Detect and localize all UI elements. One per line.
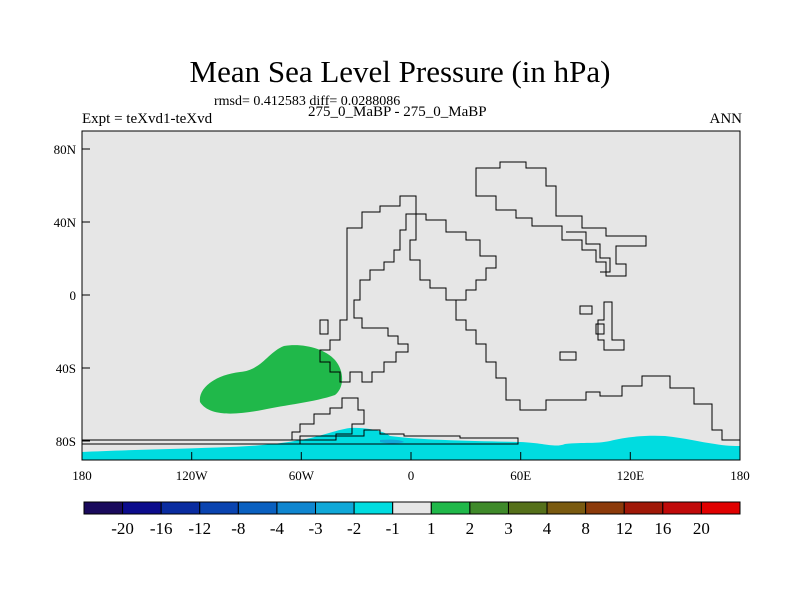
americas-outline — [319, 195, 417, 383]
map-background — [82, 131, 740, 460]
colorbar-level-label: 12 — [616, 519, 633, 538]
colorbar — [83, 501, 741, 515]
africa-west-outline — [409, 214, 456, 301]
x-tick-label: 180 — [72, 468, 92, 483]
colorbar-level-label: 20 — [693, 519, 710, 538]
colorbar-swatch — [353, 501, 394, 515]
colorbar-swatch — [199, 501, 239, 515]
maritime-islands-outline — [559, 301, 625, 361]
colorbar-level-label: -16 — [150, 519, 173, 538]
page-title: Mean Sea Level Pressure (in hPa) — [189, 54, 611, 89]
colorbar-level-label: -2 — [347, 519, 361, 538]
south-america-lower-outline — [291, 397, 365, 441]
colorbar-swatch — [160, 501, 201, 515]
x-tick-label: 0 — [408, 468, 415, 483]
stats-label: rmsd= 0.412583 diff= 0.0288086 — [214, 94, 401, 109]
colorbar-swatch — [662, 501, 702, 515]
colorbar-level-label: 2 — [466, 519, 475, 538]
colorbar-level-label: -20 — [111, 519, 134, 538]
central-america-outline — [319, 319, 329, 335]
africa-outline — [416, 213, 740, 441]
colorbar-level-label: 4 — [543, 519, 552, 538]
colorbar-swatch — [430, 501, 471, 515]
x-tick-label: 120E — [617, 468, 645, 483]
x-tick-label: 60E — [510, 468, 531, 483]
colorbar-swatch — [276, 501, 317, 515]
colorbar-level-label: -12 — [188, 519, 211, 538]
negative-anomaly-core — [380, 439, 404, 444]
colorbar-swatch — [469, 501, 509, 515]
x-tick-label: 180 — [730, 468, 750, 483]
eurasia-africa-outline — [475, 161, 647, 277]
colorbar-swatch — [546, 501, 587, 515]
colorbar-level-label: -4 — [270, 519, 285, 538]
asia-east-outline — [546, 185, 611, 273]
colorbar-swatch — [392, 501, 432, 515]
colorbar-level-label: 8 — [581, 519, 590, 538]
colorbar-level-label: 3 — [504, 519, 513, 538]
antarctica-outline — [82, 429, 519, 445]
y-tick-label: 40S — [56, 361, 76, 376]
colorbar-swatch — [83, 501, 124, 515]
x-tick-label: 120W — [176, 468, 209, 483]
colorbar-level-label: -8 — [231, 519, 245, 538]
colorbar-swatch — [700, 501, 741, 515]
colorbar-level-label: 16 — [654, 519, 671, 538]
x-tick-label: 60W — [289, 468, 315, 483]
y-tick-label: 80S — [56, 434, 76, 449]
x-axis-labels: 180 120W 60W 0 60E 120E 180 — [72, 468, 750, 483]
period-label: ANN — [709, 111, 743, 127]
colorbar-swatch — [507, 501, 548, 515]
y-tick-label: 40N — [54, 215, 77, 230]
axis-ticks — [81, 148, 741, 460]
colorbar-swatch — [237, 501, 278, 515]
positive-anomaly-region — [199, 345, 343, 414]
experiment-label: Expt = teXvd1-teXvd — [82, 111, 213, 127]
colorbar-labels: -20 -16 -12 -8 -4 -3 -2 -1 1 2 3 4 8 12 16 20 — [111, 519, 710, 538]
y-tick-label: 0 — [70, 288, 77, 303]
colorbar-swatch — [315, 501, 355, 515]
colorbar-swatch — [623, 501, 664, 515]
colorbar-level-label: 1 — [427, 519, 436, 538]
colorbar-level-label: -1 — [386, 519, 400, 538]
colorbar-swatch — [585, 501, 625, 515]
colorbar-swatch — [122, 501, 162, 515]
y-axis-labels: 80N 40N 0 40S 80S — [54, 142, 77, 449]
y-tick-label: 80N — [54, 142, 77, 157]
colorbar-level-label: -3 — [308, 519, 322, 538]
coastline-outlines — [82, 161, 740, 445]
comparison-label: 275_0_MaBP - 275_0_MaBP — [308, 104, 487, 120]
